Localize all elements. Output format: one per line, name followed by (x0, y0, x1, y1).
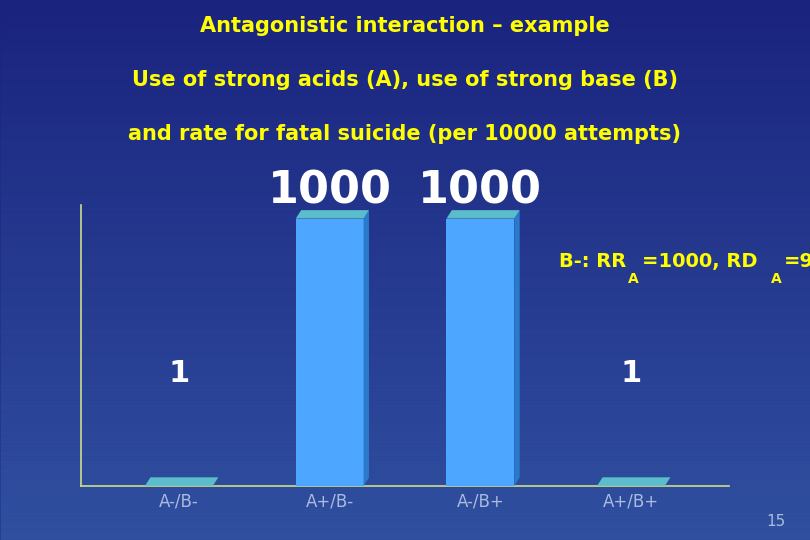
Polygon shape (213, 477, 218, 486)
Polygon shape (665, 477, 671, 486)
Bar (296, 219, 364, 486)
Polygon shape (364, 210, 369, 486)
Text: =1000, RD: =1000, RD (642, 252, 758, 271)
Bar (587, 486, 680, 489)
Bar (135, 486, 228, 489)
Text: A: A (628, 272, 639, 286)
Text: B-: RR: B-: RR (559, 252, 626, 271)
Text: =999: =999 (784, 252, 810, 271)
Bar (437, 486, 530, 489)
Text: 1: 1 (620, 359, 642, 388)
Text: A: A (770, 272, 781, 286)
Text: Use of strong acids (A), use of strong base (B): Use of strong acids (A), use of strong b… (132, 70, 678, 90)
Polygon shape (296, 210, 369, 219)
Text: 1000: 1000 (418, 170, 543, 213)
Bar (446, 219, 514, 486)
Polygon shape (514, 210, 520, 486)
Text: Antagonistic interaction – example: Antagonistic interaction – example (200, 16, 610, 36)
Bar (286, 486, 379, 489)
Text: 1: 1 (168, 359, 190, 388)
Polygon shape (446, 210, 520, 219)
Text: and rate for fatal suicide (per 10000 attempts): and rate for fatal suicide (per 10000 at… (129, 124, 681, 144)
Polygon shape (597, 477, 671, 486)
Polygon shape (145, 477, 218, 486)
Text: 1000: 1000 (267, 170, 392, 213)
Text: 15: 15 (766, 514, 786, 529)
